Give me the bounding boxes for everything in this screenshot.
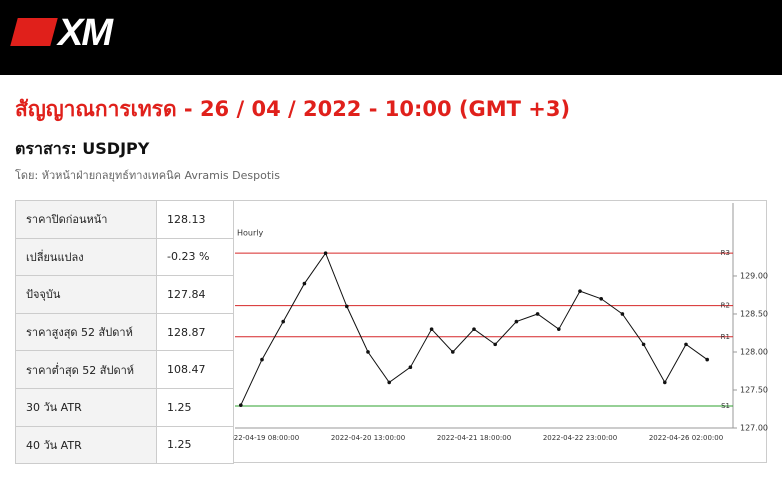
label-cell: ปัจจุบัน (15, 275, 157, 314)
level-label: R3 (721, 249, 730, 257)
price-point (366, 350, 370, 354)
period: Hourly (237, 229, 263, 238)
y-tick-label: 128.50 (740, 309, 768, 318)
table-row: เปลี่ยนแปลง -0.23 % (15, 237, 234, 277)
x-tick-label: 2022-04-22 23:00:00 (543, 434, 617, 442)
price-point (239, 403, 243, 407)
y-tick-label: 127.00 (740, 424, 768, 433)
value-cell: 108.47 (156, 350, 234, 389)
value-cell: 128.87 (156, 312, 234, 352)
value-cell: -0.23 % (156, 237, 234, 277)
price-point (641, 342, 646, 347)
x-tick-label: 2022-04-21 18:00:00 (437, 434, 511, 442)
price-point (684, 342, 688, 347)
instrument: ตราสาร: USDJPY (15, 139, 150, 158)
price-point (451, 350, 455, 354)
x-tick-label: 2022-04-19 08:00:00 (233, 434, 299, 442)
price-point (387, 380, 391, 385)
x-tick-label: 2022-04-26 02:00:00 (649, 434, 723, 442)
price-point (408, 365, 413, 369)
table-row: ราคาปิดก่อนหน้า 128.13 (15, 200, 234, 239)
value-cell: 1.25 (156, 387, 234, 427)
table-row: ปัจจุบัน 127.84 (15, 275, 234, 314)
value-cell: 128.13 (156, 200, 234, 239)
level-label: R2 (721, 302, 730, 310)
value-cell: 127.84 (156, 275, 234, 314)
price-point (599, 296, 603, 301)
price-point (429, 327, 434, 331)
level-label: R1 (721, 333, 730, 341)
table: ราคาปิดก่อนหน้า 128.13 เปลี่ยนแปลง -0.23 % ป… (15, 200, 234, 465)
price-point (260, 357, 264, 362)
price-point (663, 380, 667, 385)
byline: โดย: หัวหน้าฝ่ายกลยุทธ์ทางเทคนิค Avramis… (15, 169, 280, 182)
table-row: 40 วัน ATR 1.25 (15, 425, 234, 465)
label-cell: ราคาต่ำสุด 52 สัปดาห์ (15, 350, 157, 389)
price-point (557, 327, 561, 331)
label-cell: เปลี่ยนแปลง (15, 237, 157, 277)
price-point (514, 319, 519, 324)
table-row: ราคาสูงสุด 52 สัปดาห์ 128.87 (15, 312, 234, 352)
price-point (302, 281, 307, 286)
y-tick-label: 127.50 (740, 385, 768, 394)
level-label: S1 (721, 402, 730, 410)
label-cell: 30 วัน ATR (15, 387, 157, 427)
y-tick-label: 129.00 (740, 271, 768, 280)
chart-frame (233, 200, 767, 463)
logo[interactable]: XM (58, 12, 113, 54)
price-point (620, 312, 625, 316)
value-cell: 1.25 (156, 425, 234, 465)
label-cell: ราคาปิดก่อนหน้า (15, 200, 157, 239)
label-cell: 40 วัน ATR (15, 425, 157, 465)
price-point (578, 289, 582, 293)
price-point (472, 327, 476, 331)
logo-mark (10, 18, 58, 46)
price-point (281, 319, 285, 324)
x-tick-label: 2022-04-20 13:00:00 (331, 434, 405, 442)
title: สัญญาณการเทรด - 26 / 04 / 2022 - 10:00 (… (15, 97, 571, 121)
label-cell: ราคาสูงสุด 52 สัปดาห์ (15, 312, 157, 352)
price-point (323, 251, 328, 255)
price-point (705, 357, 709, 362)
price-point (493, 342, 498, 347)
price-point (345, 304, 349, 309)
y-tick-label: 128.00 (740, 347, 768, 356)
price-point (535, 312, 540, 316)
header: XM (0, 0, 782, 75)
table-row: 30 วัน ATR 1.25 (15, 387, 234, 427)
chart: Hourly 127.00 127.50 128.00 128.50 129.00 R3 R… (233, 200, 768, 463)
table-row: ราคาต่ำสุด 52 สัปดาห์ 108.47 (15, 350, 234, 389)
